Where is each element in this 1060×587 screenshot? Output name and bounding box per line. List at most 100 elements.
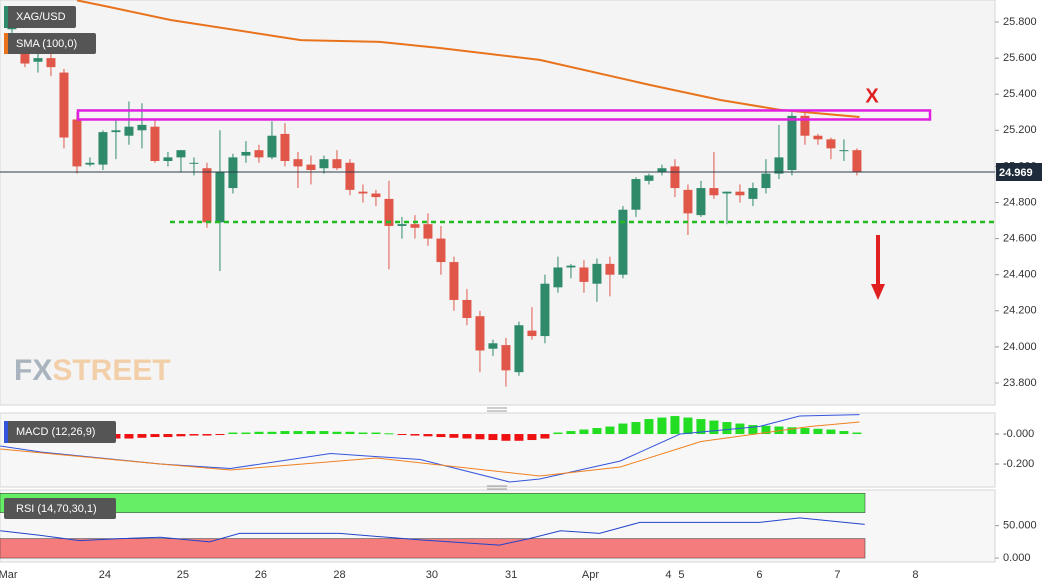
macd-bar bbox=[618, 423, 628, 435]
macd-bar bbox=[124, 434, 134, 439]
candle-body bbox=[462, 299, 472, 319]
candle-body bbox=[631, 179, 641, 210]
x-tick-label: 24 bbox=[99, 569, 111, 581]
macd-bar bbox=[345, 431, 355, 435]
macd-bar bbox=[293, 431, 303, 435]
candle-body bbox=[358, 191, 368, 194]
legend-macd: MACD (12,26,9) bbox=[16, 426, 95, 438]
macd-bar bbox=[553, 432, 563, 435]
candle-body bbox=[501, 345, 511, 371]
macd-bar bbox=[150, 434, 160, 438]
macd-bar bbox=[384, 433, 394, 435]
macd-bar bbox=[267, 431, 277, 435]
candle-body bbox=[332, 159, 342, 169]
candle-body bbox=[150, 126, 160, 161]
x-tick-label: 4 bbox=[665, 569, 671, 581]
candle-body bbox=[72, 119, 82, 167]
macd-bar bbox=[722, 422, 732, 435]
candle-body bbox=[176, 150, 186, 158]
macd-bar bbox=[800, 428, 810, 435]
marker-x: X bbox=[865, 85, 879, 107]
y-tick-label: 24.400 bbox=[1003, 269, 1037, 281]
candle-body bbox=[241, 151, 251, 156]
candle-body bbox=[579, 267, 589, 282]
candle-body bbox=[111, 130, 121, 133]
macd-bar bbox=[514, 434, 524, 441]
candle-body bbox=[202, 168, 212, 223]
macd-bar bbox=[657, 417, 667, 435]
candle-body bbox=[826, 139, 836, 149]
candle-body bbox=[85, 162, 95, 165]
legend-badge[interactable] bbox=[4, 421, 116, 443]
panel-grip[interactable] bbox=[487, 485, 507, 490]
y-tick-label: 23.800 bbox=[1003, 377, 1037, 389]
macd-bar bbox=[540, 434, 550, 439]
x-tick-label: 7 bbox=[834, 569, 840, 581]
macd-bar bbox=[631, 422, 641, 435]
macd-bar bbox=[826, 429, 836, 435]
macd-bar bbox=[202, 434, 212, 436]
rsi-band bbox=[0, 492, 866, 513]
x-tick-label: 31 bbox=[505, 569, 517, 581]
candle-body bbox=[696, 188, 706, 216]
candle-body bbox=[163, 157, 173, 161]
legend-badge[interactable] bbox=[4, 6, 76, 28]
legend-badge[interactable] bbox=[4, 498, 116, 519]
y-tick-label: -0.200 bbox=[1003, 458, 1034, 470]
macd-bar bbox=[280, 431, 290, 435]
candle-body bbox=[592, 263, 602, 284]
legend-sma: SMA (100,0) bbox=[16, 38, 77, 50]
x-tick-label: 8 bbox=[912, 569, 918, 581]
macd-bar bbox=[358, 432, 368, 435]
macd-bar bbox=[137, 434, 147, 438]
candle-body bbox=[670, 166, 680, 189]
resistance-zone bbox=[76, 109, 932, 121]
macd-bar bbox=[176, 434, 186, 437]
macd-bar bbox=[839, 431, 849, 435]
candle-body bbox=[566, 265, 576, 268]
watermark: FXSTREET bbox=[14, 354, 171, 387]
candle-body bbox=[787, 115, 797, 171]
panel-grip[interactable] bbox=[487, 407, 507, 412]
candle-body bbox=[761, 173, 771, 189]
candle-body bbox=[137, 124, 147, 131]
x-tick-label: Apr bbox=[582, 569, 599, 581]
x-tick-label: 5 bbox=[678, 569, 684, 581]
candle-body bbox=[839, 150, 849, 152]
macd-bar bbox=[527, 434, 537, 441]
candle-body bbox=[514, 325, 524, 373]
candle-body bbox=[488, 343, 498, 349]
macd-bar bbox=[319, 431, 329, 435]
candle-body bbox=[33, 58, 43, 62]
candle-body bbox=[540, 283, 550, 337]
y-tick-label: 25.600 bbox=[1003, 52, 1037, 64]
candle-body bbox=[59, 72, 69, 138]
macd-bar bbox=[189, 434, 199, 436]
candle-body bbox=[410, 224, 420, 228]
candle-body bbox=[618, 209, 628, 275]
x-tick-label: 25 bbox=[177, 569, 189, 581]
y-tick-label: 24.600 bbox=[1003, 233, 1037, 245]
candle-body bbox=[722, 191, 732, 194]
macd-bar bbox=[787, 427, 797, 435]
candle-body bbox=[228, 157, 238, 189]
legend-swatch bbox=[4, 6, 8, 28]
legend-swatch bbox=[4, 421, 8, 443]
candle-body bbox=[553, 267, 563, 288]
macd-bar bbox=[813, 428, 823, 435]
watermark-part: FX bbox=[14, 354, 52, 387]
candle-body bbox=[423, 224, 433, 239]
y-tick-label: 24.800 bbox=[1003, 196, 1037, 208]
candle-body bbox=[644, 175, 654, 181]
y-tick-label: -0.000 bbox=[1003, 428, 1034, 440]
candle-body bbox=[436, 238, 446, 263]
y-tick-label: 24.200 bbox=[1003, 305, 1037, 317]
candle-body bbox=[189, 162, 199, 164]
macd-bar bbox=[371, 432, 381, 435]
y-tick-label: 25.400 bbox=[1003, 88, 1037, 100]
y-tick-label: 24.000 bbox=[1003, 341, 1037, 353]
last-price-label: 24.969 bbox=[999, 167, 1033, 179]
legend-badge[interactable] bbox=[4, 33, 96, 54]
rsi-line bbox=[0, 517, 865, 546]
